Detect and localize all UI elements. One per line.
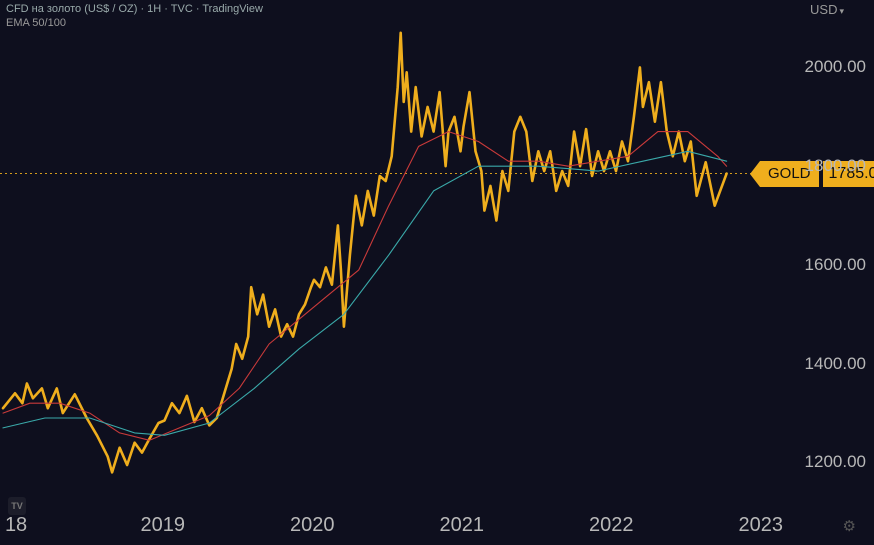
y-tick-label: 1800.00 (805, 156, 866, 176)
x-tick-label: 2019 (140, 514, 185, 537)
x-tick-label: 18 (5, 514, 27, 537)
y-tick-label: 1200.00 (805, 452, 866, 472)
x-tick-label: 2022 (589, 514, 634, 537)
x-tick-label: 2023 (739, 514, 784, 537)
x-tick-label: 2020 (290, 514, 335, 537)
price-tag-arrow-icon (750, 161, 760, 187)
series-gold-price (3, 33, 727, 473)
series-ema-100 (3, 151, 727, 435)
y-tick-label: 2000.00 (805, 57, 866, 77)
y-tick-label: 1600.00 (805, 255, 866, 275)
x-tick-label: 2021 (439, 514, 484, 537)
price-chart[interactable] (0, 0, 874, 545)
tradingview-logo-icon: TV (8, 497, 26, 515)
gear-icon[interactable]: ⚙ (843, 517, 856, 535)
y-tick-label: 1400.00 (805, 354, 866, 374)
